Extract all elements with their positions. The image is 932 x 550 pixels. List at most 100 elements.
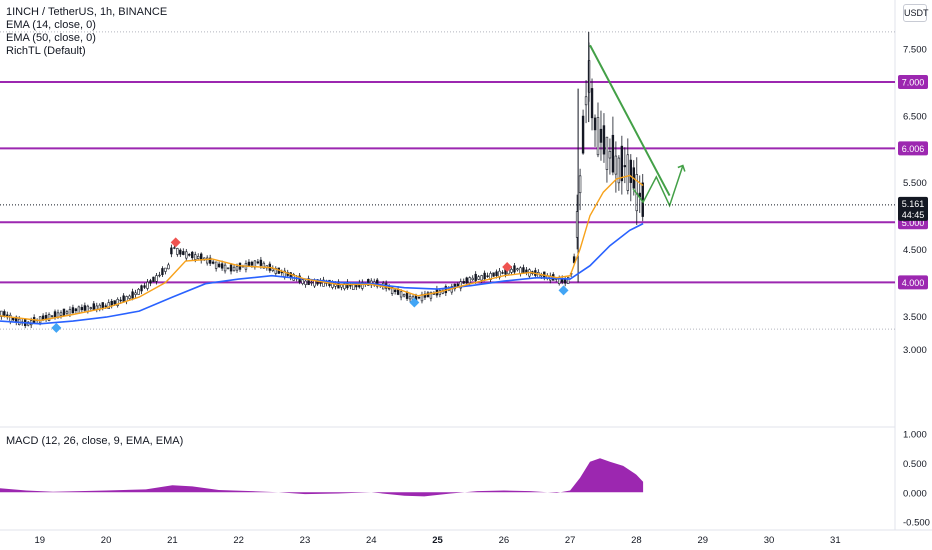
candle-body [211, 261, 215, 264]
candle-body [107, 302, 110, 309]
candle-body [310, 281, 313, 284]
candle-body [146, 281, 149, 289]
buy-signal-marker [409, 297, 420, 308]
level-badge-label: 5.000 [902, 218, 925, 228]
candle-body [74, 308, 78, 312]
candle-body [65, 311, 69, 314]
candle-body [599, 128, 603, 143]
candle-body [608, 150, 612, 159]
candle-body [611, 134, 615, 173]
candles [0, 31, 644, 329]
ema14-line [0, 174, 644, 322]
candle-body [462, 281, 465, 284]
macd-tick-label: -0.500 [903, 518, 930, 529]
candle-body [158, 274, 161, 277]
macd-legend[interactable]: MACD (12, 26, close, 9, EMA, EMA) [6, 435, 184, 447]
candle-body [620, 145, 624, 182]
candle-body [376, 279, 379, 287]
candle-body [301, 279, 304, 284]
candle-body [340, 284, 343, 288]
candle-body [486, 275, 489, 277]
time-tick-label: 26 [499, 535, 510, 546]
projection-arrowhead [677, 164, 686, 172]
sell-signal-marker [502, 262, 513, 273]
candle-body [513, 265, 516, 273]
candle-body [256, 261, 260, 264]
time-tick-label: 19 [34, 535, 45, 546]
candle-body [9, 314, 12, 322]
time-tick-label: 28 [631, 535, 642, 546]
candle-body [471, 277, 474, 281]
macd-pane[interactable] [0, 458, 644, 497]
candle-body [62, 308, 66, 316]
candle-body [232, 266, 236, 272]
candle-body [235, 266, 239, 271]
candle-body [626, 154, 630, 191]
candle-body [77, 306, 81, 314]
candle-body [95, 305, 98, 310]
price-tick-label: 3.500 [903, 312, 927, 323]
level-badge [898, 275, 928, 290]
candle-body [131, 291, 134, 299]
price-pane[interactable] [0, 31, 895, 333]
candle-body [170, 247, 173, 255]
candle-body [349, 284, 352, 287]
time-axis[interactable]: 19 20 21 22 23 24 25 26 27 28 29 30 31 [34, 535, 840, 546]
price-tick-label: 3.000 [903, 345, 927, 356]
candle-body [44, 315, 48, 320]
candle-body [214, 261, 218, 269]
time-tick-label: 27 [565, 535, 576, 546]
time-tick-label: 21 [167, 535, 178, 546]
candle-body [417, 296, 421, 299]
ema14-legend[interactable]: EMA (14, close, 0) [6, 19, 96, 31]
candle-body [393, 289, 397, 293]
time-tick-label: 20 [101, 535, 112, 546]
candle-body [590, 88, 594, 119]
candle-body [250, 261, 254, 266]
candle-body [226, 267, 230, 269]
candle-body [137, 288, 140, 295]
candle-body [459, 281, 462, 289]
candle-body [465, 277, 468, 284]
time-tick-label: 31 [830, 535, 841, 546]
candle-body [390, 286, 394, 294]
level-badge [898, 141, 928, 156]
candle-body [173, 247, 176, 249]
candle-body [492, 272, 495, 277]
candle-body [623, 165, 627, 168]
buy-signal-marker [51, 322, 62, 333]
candle-body [167, 264, 170, 270]
candle-body [629, 159, 633, 183]
price-tick-label: 7.500 [903, 45, 927, 56]
candle-body [152, 276, 155, 283]
candle-body [477, 276, 480, 280]
candle-body [480, 275, 483, 281]
candle-body [208, 257, 212, 264]
candle-body [510, 269, 513, 273]
candle-body [92, 303, 96, 311]
candle-body [140, 285, 143, 292]
candle-body [602, 125, 606, 155]
candle-body [361, 282, 364, 289]
candle-body [149, 280, 152, 284]
currency-unit-button[interactable]: USDT [903, 4, 929, 22]
candle-body [229, 264, 233, 272]
buy-signal-marker [558, 285, 569, 296]
candle-body [185, 251, 188, 259]
candle-body [188, 253, 191, 256]
candle-body [182, 251, 185, 255]
ema50-legend[interactable]: EMA (50, close, 0) [6, 32, 96, 44]
candle-body [119, 299, 122, 302]
candle-body [122, 295, 125, 302]
symbol-title[interactable]: 1INCH / TetherUS, 1h, BINANCE [6, 6, 168, 18]
price-axis[interactable]: 3.0003.5004.0004.5005.0005.5006.0006.500… [898, 0, 928, 356]
time-tick-label: 29 [697, 535, 708, 546]
candle-body [113, 300, 116, 305]
candle-body [617, 157, 621, 184]
candle-body [399, 291, 403, 298]
macd-axis[interactable]: -0.500 0.000 0.500 1.000 [903, 430, 930, 529]
candle-body [495, 271, 498, 276]
candle-body [194, 254, 197, 260]
richtl-legend[interactable]: RichTL (Default) [6, 45, 86, 57]
